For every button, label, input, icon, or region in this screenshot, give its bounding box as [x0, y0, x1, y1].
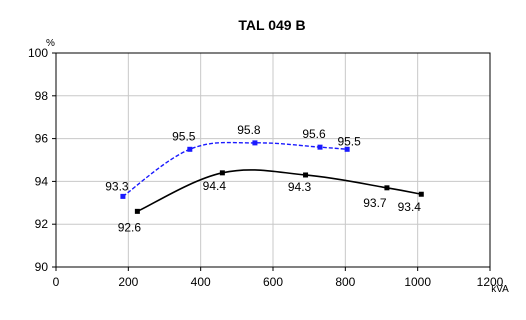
data-point	[120, 193, 126, 199]
data-label: 95.6	[302, 127, 326, 141]
x-tick-label: 0	[53, 275, 60, 289]
data-label: 92.6	[118, 220, 142, 234]
data-label: 94.3	[288, 180, 312, 194]
y-axis-unit: %	[46, 38, 55, 49]
data-label: 93.4	[398, 200, 422, 214]
series-line	[122, 141, 348, 197]
series-2	[134, 169, 424, 214]
data-point	[344, 146, 350, 152]
x-tick-label: 600	[263, 275, 283, 289]
data-label: 95.5	[172, 129, 196, 143]
y-tick-label: 90	[35, 260, 49, 274]
data-point	[134, 208, 140, 214]
x-tick-label: 1000	[404, 275, 431, 289]
data-label: 95.5	[337, 134, 361, 148]
data-label: 94.4	[203, 179, 227, 193]
data-point	[384, 185, 390, 191]
y-tick-label: 98	[35, 89, 49, 103]
data-label: 93.7	[363, 196, 387, 210]
data-point	[252, 140, 258, 146]
x-tick-label: 800	[335, 275, 355, 289]
data-point	[219, 170, 225, 176]
y-tick-label: 100	[28, 46, 48, 60]
y-tick-label: 94	[35, 174, 49, 188]
series-1	[120, 140, 350, 199]
x-tick-label: 400	[191, 275, 211, 289]
data-point	[418, 191, 424, 197]
series-group	[120, 140, 424, 214]
grid	[56, 53, 490, 267]
tick-labels: 0 200 400 600 800 1000 1200 90 92 94 96 98 100	[28, 46, 504, 289]
x-tick-label: 200	[118, 275, 138, 289]
y-tick-label: 96	[35, 132, 49, 146]
data-point	[187, 146, 193, 152]
data-point	[303, 172, 309, 178]
y-tick-label: 92	[35, 217, 49, 231]
data-label: 95.8	[237, 123, 261, 137]
x-axis-unit: kVA	[491, 284, 509, 295]
data-label: 93.3	[105, 179, 129, 193]
chart-title: TAL 049 B	[238, 17, 305, 33]
data-labels: 93.3 95.5 95.8 95.6 95.5 92.6 94.4 94.3 93.7 93.4	[105, 123, 421, 234]
data-point	[317, 144, 323, 150]
x-tick-label: 1200	[477, 275, 504, 289]
